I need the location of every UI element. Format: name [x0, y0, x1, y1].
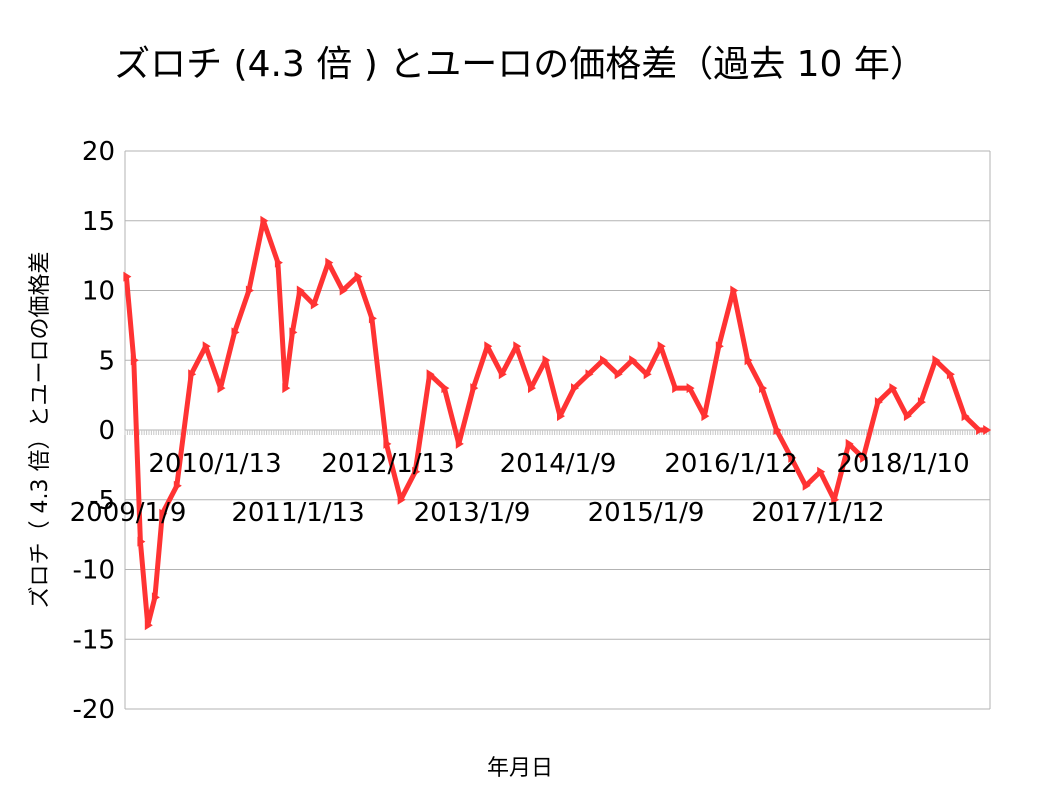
x-axis-title: 年月日 — [486, 756, 553, 781]
y-tick-label: -10 — [73, 556, 115, 586]
data-point-marker — [159, 508, 168, 519]
data-point-marker — [123, 271, 132, 282]
data-point-marker — [802, 480, 811, 491]
data-point-marker — [484, 341, 493, 352]
data-point-marker — [354, 271, 363, 282]
data-point-marker — [296, 285, 305, 296]
data-point-marker — [217, 383, 226, 394]
data-point-marker — [310, 299, 319, 310]
data-point-marker — [557, 411, 565, 422]
data-point-marker — [889, 383, 898, 394]
data-point-marker — [845, 438, 854, 449]
data-point-marker — [137, 536, 146, 547]
data-point-marker — [325, 257, 334, 268]
data-point-marker — [426, 369, 435, 380]
data-point-marker — [759, 383, 768, 394]
data-point-marker — [629, 355, 638, 366]
x-tick-label-lower: 2013/1/9 — [414, 498, 531, 528]
data-point-marker — [672, 383, 681, 394]
x-tick-label-upper: 2010/1/13 — [148, 449, 281, 479]
data-point-marker — [874, 397, 883, 408]
series-layer — [123, 215, 992, 631]
data-point-marker — [368, 313, 377, 324]
data-point-marker — [817, 466, 826, 477]
x-tick-labels: 2010/1/13 2012/1/13 2014/1/9 2016/1/12 2018/… — [70, 449, 970, 528]
x-axis-minor-ticks — [124, 430, 990, 435]
data-point-marker — [946, 369, 955, 380]
x-tick-label-upper: 2018/1/10 — [836, 449, 969, 479]
data-point-marker — [397, 494, 406, 505]
x-tick-label-lower: 2009/1/9 — [70, 498, 187, 528]
data-point-marker — [831, 494, 840, 505]
data-point-marker — [412, 466, 421, 477]
data-point-marker — [600, 355, 608, 366]
data-point-marker — [643, 369, 652, 380]
data-point-marker — [585, 369, 594, 380]
x-tick-label-lower: 2017/1/12 — [751, 498, 884, 528]
data-point-marker — [274, 257, 283, 268]
y-tick-label: -5 — [89, 486, 115, 516]
y-tick-label: 5 — [98, 346, 115, 376]
data-point-marker — [614, 369, 623, 380]
data-point-marker — [686, 383, 695, 394]
data-point-marker — [130, 355, 139, 366]
x-tick-label-upper: 2012/1/13 — [321, 449, 454, 479]
data-point-marker — [441, 383, 450, 394]
data-point-marker — [932, 355, 941, 366]
data-point-marker — [282, 383, 291, 394]
data-point-marker — [788, 452, 797, 463]
data-point-marker — [173, 480, 182, 491]
data-point-marker — [245, 285, 254, 296]
data-point-marker — [730, 285, 739, 296]
data-point-marker — [528, 383, 536, 394]
data-point-marker — [202, 341, 211, 352]
data-point-marker — [983, 425, 992, 435]
data-point-marker — [701, 411, 710, 422]
series-line — [123, 218, 987, 628]
axes — [124, 151, 991, 709]
data-point-marker — [231, 327, 240, 338]
data-point-marker — [657, 341, 666, 352]
data-point-marker — [744, 355, 753, 366]
data-point-marker — [498, 369, 507, 380]
x-tick-label-upper: 2016/1/12 — [664, 449, 797, 479]
chart-title: ズロチ (4.3 倍 ) とユーロの価格差（過去 10 年） — [114, 44, 926, 85]
data-point-marker — [715, 341, 724, 352]
data-point-marker — [470, 383, 479, 394]
data-point-marker — [151, 592, 160, 603]
data-point-marker — [260, 215, 269, 226]
data-point-marker — [339, 285, 348, 296]
y-tick-label: -20 — [73, 695, 115, 725]
data-point-marker — [455, 438, 464, 449]
data-point-marker — [289, 327, 298, 338]
x-tick-label-upper: 2014/1/9 — [500, 449, 617, 479]
data-point-marker — [383, 438, 392, 449]
data-point-marker — [860, 452, 869, 463]
data-point-marker — [961, 411, 970, 422]
data-point-marker — [773, 425, 782, 435]
data-point-marker — [542, 355, 551, 366]
data-point-marker — [513, 341, 522, 352]
x-tick-label-lower: 2011/1/13 — [231, 498, 364, 528]
data-point-marker — [917, 397, 926, 408]
y-tick-label: -15 — [73, 625, 115, 655]
y-tick-label: 15 — [82, 207, 115, 237]
x-tick-label-lower: 2015/1/9 — [588, 498, 705, 528]
data-point-marker — [976, 425, 985, 435]
data-point-marker — [188, 369, 197, 380]
y-tick-labels: 20 15 10 5 0 -5 -10 -15 -20 — [73, 137, 115, 725]
data-point-marker — [903, 411, 912, 422]
y-tick-label: 10 — [82, 277, 115, 307]
data-point-marker — [144, 620, 153, 631]
data-point-marker — [571, 383, 579, 394]
y-tick-label: 0 — [98, 416, 115, 446]
y-tick-label: 20 — [82, 137, 115, 167]
